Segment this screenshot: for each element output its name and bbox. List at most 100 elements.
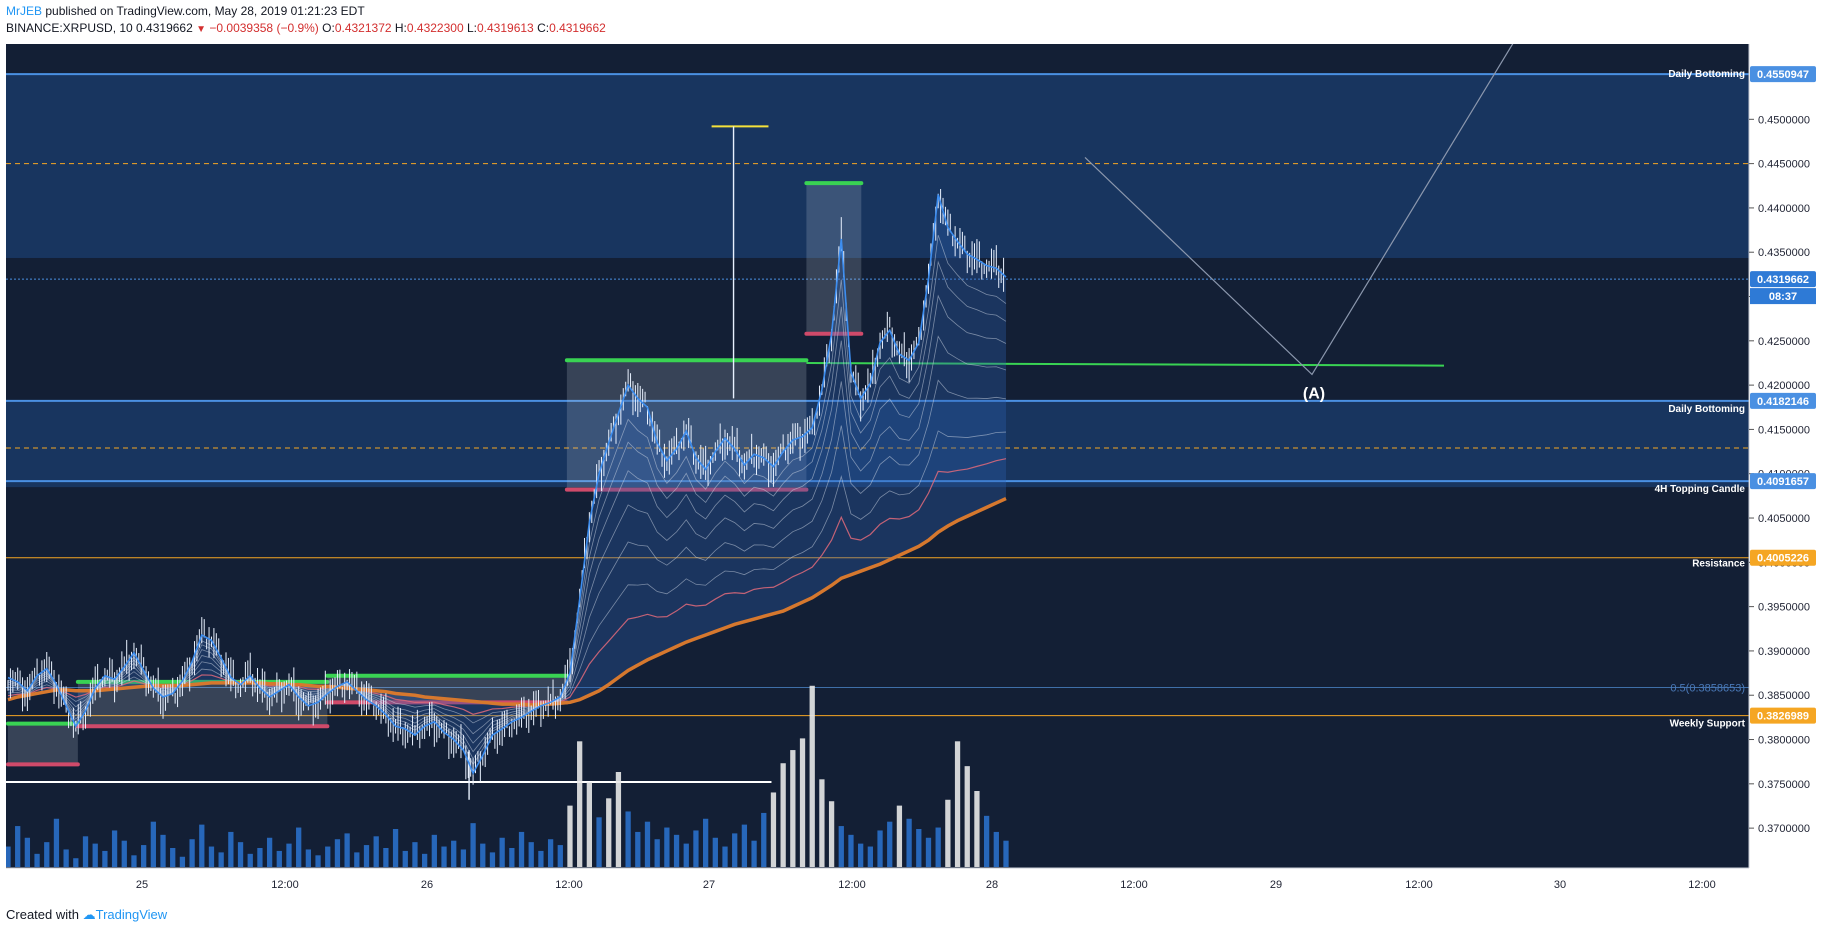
volume-bar (257, 848, 263, 867)
volume-bar (489, 852, 496, 867)
volume-bar (761, 812, 767, 867)
volume-bar (790, 750, 796, 867)
price-tag-bg[interactable] (1750, 66, 1816, 83)
y-tick-label: 0.4500000 (1758, 114, 1810, 126)
volume-bar (644, 821, 651, 867)
volume-bar (906, 818, 912, 867)
x-tick-label: 25 (136, 879, 148, 891)
daily-bottoming-zone-lower (6, 400, 1749, 488)
y-tick-label: 0.4350000 (1758, 247, 1810, 259)
fib-label: 0.5(0.3858653) (1670, 683, 1745, 695)
volume-bar (470, 823, 476, 867)
x-tick-label: 12:00 (1120, 879, 1148, 891)
volume-bar (179, 856, 186, 867)
tradingview-logo-icon[interactable]: ☁ (82, 907, 96, 922)
price-tag-bg[interactable] (1750, 707, 1816, 724)
open-label: O: (322, 21, 335, 35)
volume-bar (170, 848, 176, 867)
x-tick-label: 12:00 (838, 879, 866, 891)
symbol-header: BINANCE:XRPUSD, 10 0.4319662 ▼ −0.003935… (6, 21, 606, 35)
volume-bar (848, 834, 854, 867)
volume-bar (751, 840, 757, 867)
green-target-line (806, 361, 1445, 367)
price-tag[interactable]: 0.4550947 (1757, 69, 1809, 81)
volume-bar (538, 850, 544, 867)
published-text: published on TradingView.com, May 28, 20… (45, 4, 365, 18)
volume-bar (402, 850, 408, 867)
y-tick-label: 0.3800000 (1758, 735, 1810, 747)
y-tick-label: 0.4450000 (1758, 159, 1810, 171)
created-with-text: Created with (6, 907, 79, 922)
footer: Created with ☁TradingView (6, 907, 167, 923)
price-tag[interactable]: 0.4091657 (1757, 476, 1809, 488)
price-tag-bg[interactable] (1750, 473, 1816, 490)
volume-bar (363, 845, 370, 867)
volume-bar (732, 833, 738, 867)
price-tag[interactable]: 0.4182146 (1757, 396, 1809, 408)
volume-bar (499, 837, 505, 867)
volume-bar (247, 853, 253, 867)
x-tick-label: 26 (421, 879, 433, 891)
current-price-tag-bg[interactable] (1750, 271, 1816, 288)
volume-bar (712, 837, 718, 867)
x-tick-label: 28 (986, 879, 998, 891)
volume-bar (693, 830, 699, 867)
volume-bar (266, 837, 273, 867)
level-label: 4H Topping Candle (1655, 484, 1746, 495)
volume-bar (1003, 840, 1009, 867)
volume-bar (141, 845, 147, 867)
volume-bar (189, 839, 195, 867)
countdown-label: 08:37 (1769, 291, 1797, 303)
level-label: Resistance (1692, 559, 1745, 570)
volume-bar (92, 843, 98, 867)
ribbon-fill (8, 194, 1006, 774)
volume-bar (741, 824, 748, 867)
x-tick-label: 12:00 (555, 879, 583, 891)
volume-bar (770, 792, 777, 867)
volume-bar (315, 855, 321, 867)
price-tag-bg[interactable] (1750, 549, 1816, 566)
volume-bar (935, 827, 941, 867)
volume-bar (557, 845, 563, 867)
volume-bar (528, 842, 534, 867)
volume-bar (373, 836, 379, 867)
y-tick-label: 0.3700000 (1758, 823, 1810, 835)
x-axis-panel[interactable] (6, 868, 1749, 898)
volume-bar (819, 779, 825, 867)
x-tick-label: 12:00 (271, 879, 299, 891)
volume-bar (673, 834, 680, 867)
y-axis-panel[interactable] (1749, 44, 1828, 868)
volume-bar (228, 831, 234, 867)
volume-bar (286, 843, 292, 867)
volume-bar (325, 846, 331, 867)
volume-bar (15, 826, 21, 867)
volume-bar (664, 827, 670, 867)
volume-bar (34, 853, 40, 867)
price-tag-bg[interactable] (1750, 392, 1816, 409)
y-tick-label: 0.3750000 (1758, 779, 1810, 791)
volume-bar (780, 763, 786, 867)
wave-label: (A) (1303, 385, 1325, 402)
volume-bar (867, 846, 873, 867)
volume-bar (44, 842, 50, 867)
current-price-tag[interactable]: 0.4319662 (1757, 274, 1809, 286)
y-tick-label: 0.4250000 (1758, 336, 1810, 348)
volume-bar (945, 799, 951, 867)
volume-bar (354, 852, 360, 867)
high-label: H: (394, 21, 407, 35)
author-name[interactable]: MrJEB (6, 4, 42, 18)
price-change: −0.0039358 (−0.9%) (209, 21, 319, 35)
volume-bar (121, 840, 127, 867)
price-tag[interactable]: 0.4005226 (1757, 553, 1809, 565)
open-value: 0.4321372 (334, 21, 392, 35)
high-value: 0.4322300 (406, 21, 464, 35)
volume-bar (160, 834, 166, 867)
volume-bar (828, 801, 835, 867)
volume-bar (809, 685, 815, 867)
volume-bar (131, 855, 137, 867)
tradingview-brand[interactable]: TradingView (95, 907, 168, 922)
projection-path (1084, 44, 1514, 376)
volume-bar (625, 811, 631, 867)
price-tag[interactable]: 0.3826989 (1757, 711, 1809, 723)
